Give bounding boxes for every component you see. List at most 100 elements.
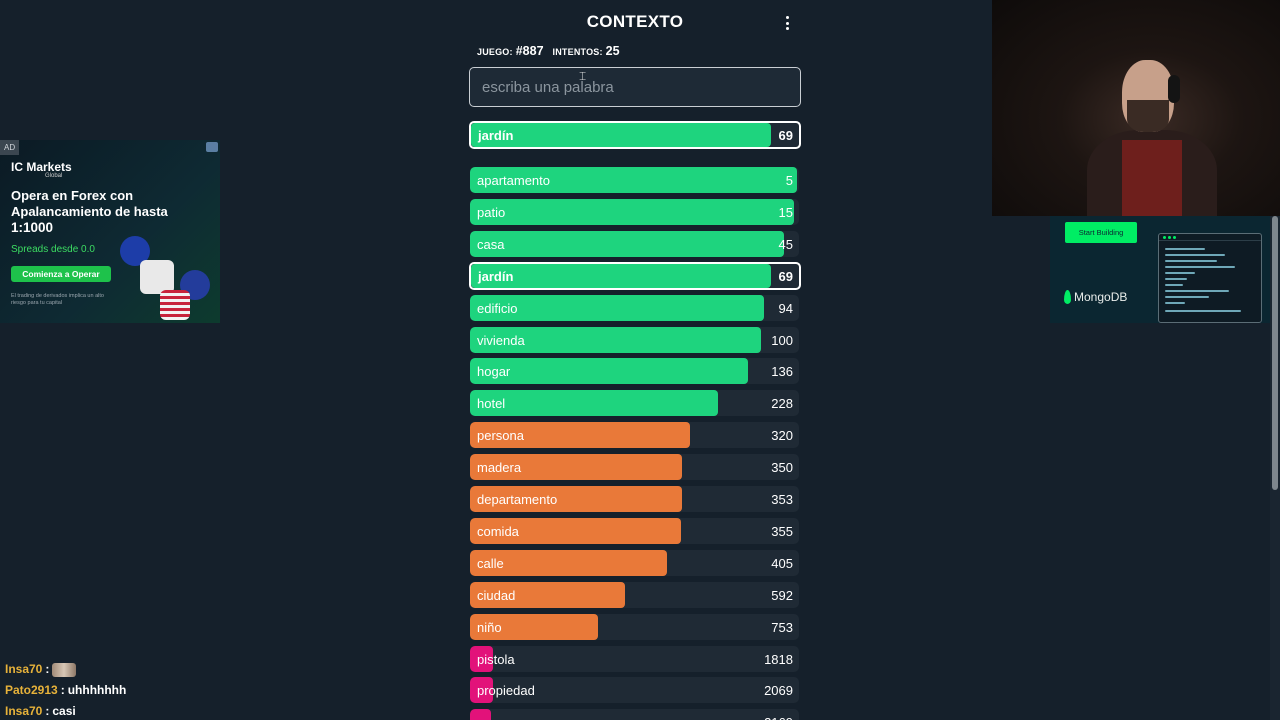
guess-closeness-bar [470,231,785,257]
ad-fine-print: El trading de derivados implica un alto … [11,293,104,306]
guess-closeness-bar [470,422,691,448]
guess-word: patio [477,204,506,220]
guess-row: calle 405 [470,550,799,576]
guess-distance: 353 [771,491,793,507]
guess-word: ciudad [477,587,516,603]
ad-cta-button[interactable]: Comienza a Operar [11,266,111,282]
guess-row: vivienda 100 [470,327,799,353]
guess-closeness-bar [470,550,668,576]
guess-word: persona [477,427,524,443]
guess-word: vivienda [477,332,525,348]
current-guess-row: jardín 69 [469,121,801,149]
guess-word: niño [477,619,502,635]
text-cursor-icon: ⌶ [579,69,587,83]
current-guess-bar [471,123,772,147]
chat-username: Insa70 [5,662,43,676]
guess-distance: 15 [778,204,793,220]
game-number-label: JUEGO: [477,47,513,57]
guess-closeness-bar [470,614,599,640]
guess-row: madera 350 [470,454,799,480]
more-options-icon[interactable] [781,13,793,33]
guess-closeness-bar [470,677,494,703]
guess-distance: 228 [771,395,793,411]
mongodb-brand: MongoDB [1074,290,1128,304]
guess-distance: 136 [771,363,793,379]
guess-closeness-bar [470,486,682,512]
guess-distance: 592 [771,587,793,603]
headphone-icon [1168,75,1180,103]
guess-row: edificio 94 [470,295,799,321]
ad-brand-sub: Global [45,173,63,179]
start-building-button[interactable]: Start Building [1065,222,1137,243]
guess-row: hogar 136 [470,358,799,384]
guess-closeness-bar [470,582,625,608]
mongodb-leaf-icon [1064,290,1071,304]
guess-closeness-bar [470,709,492,720]
uk-flag-icon [140,260,174,294]
chat-emote-icon [52,662,77,677]
guess-closeness-bar [470,454,683,480]
mongodb-ad[interactable]: Start Building MongoDB [1050,216,1270,323]
guess-word: hogar [477,363,511,379]
guess-closeness-bar [470,167,798,193]
guess-distance: 5 [785,172,793,188]
ad-spreads: Spreads desde 0.0 [11,244,95,255]
guess-row: persona 320 [470,422,799,448]
guess-word: departamento [477,491,558,507]
guess-word: comida [477,523,519,539]
streamer-beard [1127,100,1169,132]
guess-word: madera [477,459,522,475]
guess-closeness-bar [470,295,764,321]
guess-row-current: jardín 69 [469,262,801,290]
ad-headline: Opera en Forex con Apalancamiento de has… [11,188,168,219]
streamer-shirt [1122,140,1182,216]
scrollbar-thumb[interactable] [1272,216,1278,490]
guess-closeness-bar [470,327,762,353]
guess-row: niño 753 [470,614,799,640]
guess-closeness-bar [470,358,748,384]
guess-row: casa 45 [470,231,799,257]
guess-closeness-bar [471,264,772,288]
game-stats: JUEGO: #887 INTENTOS: 25 [477,44,626,58]
guess-closeness-bar [470,390,718,416]
guess-distance: 350 [771,459,793,475]
guess-row: pistola 1818 [470,646,799,672]
current-guess-distance: 69 [778,127,793,143]
attempts-count: 25 [605,44,620,58]
guess-distance: 2169 [764,709,793,720]
guess-distance: 355 [771,523,793,539]
guess-word: calle [477,555,504,571]
guess-distance: 1818 [764,651,793,667]
guess-row: apartamento 5 [470,167,799,193]
page-scrollbar[interactable] [1270,216,1280,720]
guess-word: propiedad [477,682,535,698]
chat-text: casi [52,704,76,718]
guess-distance: 45 [778,236,793,252]
guess-closeness-bar [470,518,681,544]
ad-brand-logo: IC Markets [11,160,72,174]
ad-choices-icon[interactable] [206,142,218,152]
ad-label: AD [0,140,20,155]
guess-word: casa [477,236,505,252]
guess-distance: 69 [778,268,793,284]
current-guess-word: jardín [478,127,514,143]
guess-distance: 94 [778,300,793,316]
guess-word: jardín [478,268,514,284]
guess-word: apartamento [477,172,550,188]
chat-message: Insa70 : [5,659,126,680]
chat-message: Insa70 : casi [5,701,126,720]
guess-word: pistola [477,651,515,667]
ic-markets-ad[interactable]: AD IC Markets Global Opera en Forex con … [0,140,220,323]
guess-distance: 405 [771,555,793,571]
code-snippet-card [1158,233,1262,323]
guess-row: ciudad 592 [470,582,799,608]
guess-row: hotel 228 [470,390,799,416]
attempts-label: INTENTOS: [552,47,603,57]
guess-row: 2169 [470,709,799,720]
guess-row: comida 355 [470,518,799,544]
chat-text: uhhhhhhh [67,683,127,697]
contexto-game: CONTEXTO JUEGO: #887 INTENTOS: 25 ⌶ jard… [469,0,801,720]
guess-input[interactable] [469,67,801,107]
game-title: CONTEXTO [586,12,684,31]
ad-leverage: 1:1000 [11,220,54,235]
